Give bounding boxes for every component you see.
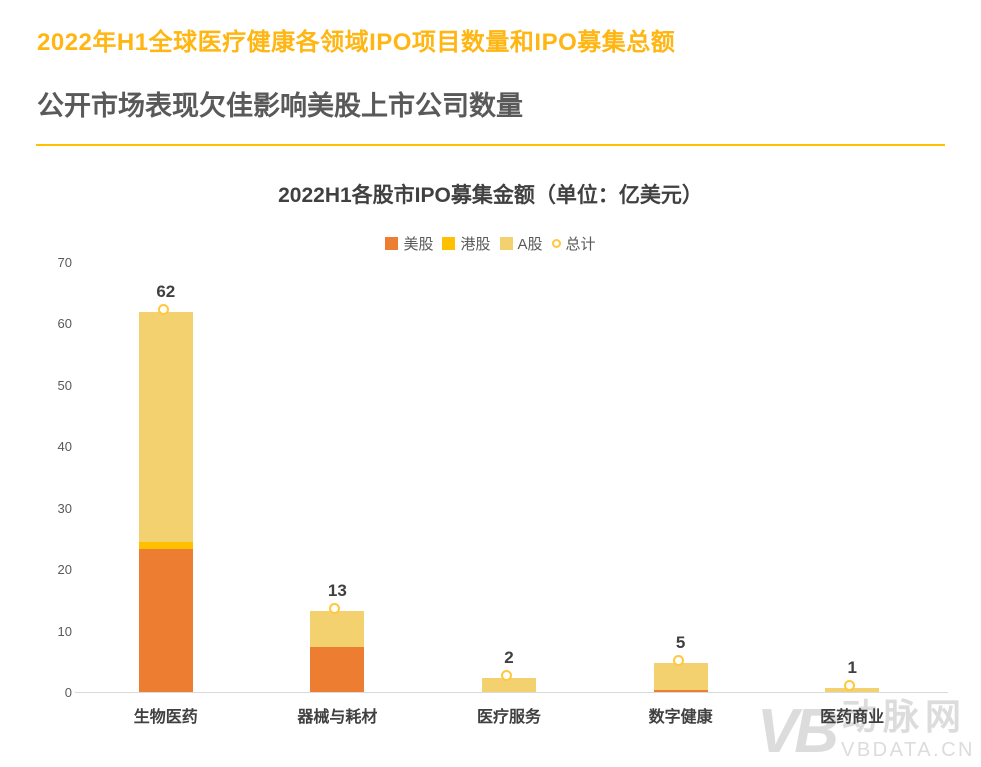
y-tick-label: 20 <box>57 562 72 578</box>
bar-segment-港股 <box>138 542 193 550</box>
y-tick-label: 60 <box>57 316 72 332</box>
legend-label: A股 <box>517 236 543 253</box>
legend-item-港股: 港股 <box>442 233 491 254</box>
page-subtitle: 公开市场表现欠佳影响美股上市公司数量 <box>37 91 523 121</box>
watermark: VB 动脉网 VBDATA.CN <box>757 697 975 767</box>
category-label: 器械与耗材 <box>297 709 378 726</box>
legend-swatch-icon <box>442 237 456 250</box>
total-marker-icon <box>157 304 169 316</box>
title-separator-line <box>36 144 945 146</box>
legend-item-A股: A股 <box>499 233 543 254</box>
total-value-label: 13 <box>327 580 347 600</box>
legend-label: 美股 <box>403 236 434 253</box>
legend-label: 总计 <box>565 236 596 253</box>
watermark-name: 动脉网 <box>841 696 968 737</box>
legend-item-美股: 美股 <box>385 233 433 254</box>
bar-segment-A股 <box>653 663 708 691</box>
category-label: 数字健康 <box>648 709 713 726</box>
total-value-label: 62 <box>156 282 176 302</box>
y-tick-label: 50 <box>57 377 72 393</box>
y-tick-label: 0 <box>64 685 72 700</box>
bar-segment-A股 <box>138 312 193 543</box>
category-label: 生物医药 <box>133 709 198 726</box>
y-tick-label: 10 <box>57 623 72 639</box>
y-tick-label: 30 <box>57 500 72 516</box>
vbdata-logo-icon: VB <box>756 697 839 766</box>
page-title: 2022年H1全球医疗健康各领域IPO项目数量和IPO募集总额 <box>37 29 676 56</box>
category-label: 医药商业 <box>820 709 885 726</box>
legend-circle-marker-icon <box>551 239 561 248</box>
bar-segment-美股 <box>310 647 365 692</box>
total-marker-icon <box>672 655 684 667</box>
legend-swatch-icon <box>499 237 513 250</box>
total-value-label: 5 <box>675 633 686 653</box>
y-tick-label: 40 <box>57 439 72 455</box>
legend-swatch-icon <box>385 237 399 250</box>
legend-item-总计: 总计 <box>551 233 596 254</box>
watermark-site: VBDATA.CN <box>841 739 975 761</box>
chart-title: 2022H1各股市IPO募集金额（单位：亿美元） <box>278 184 703 207</box>
legend-label: 港股 <box>460 236 491 253</box>
category-label: 医疗服务 <box>476 709 541 726</box>
x-axis-baseline <box>75 692 948 693</box>
y-tick-label: 70 <box>57 254 72 270</box>
total-marker-icon <box>844 679 856 691</box>
chart-legend: 美股 港股 A股 总计 <box>0 233 981 254</box>
total-value-label: 2 <box>504 648 514 668</box>
bar-segment-美股 <box>653 690 708 692</box>
bar-segment-美股 <box>138 549 193 692</box>
bar-segment-A股 <box>482 678 536 692</box>
bar-segment-A股 <box>310 610 365 648</box>
total-value-label: 1 <box>847 657 857 677</box>
total-marker-icon <box>501 670 512 682</box>
total-marker-icon <box>329 602 341 614</box>
